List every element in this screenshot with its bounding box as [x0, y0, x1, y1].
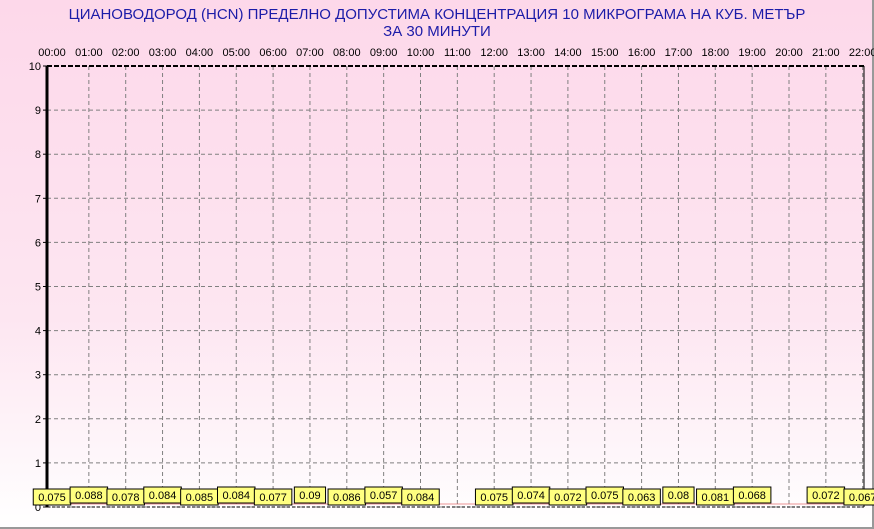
data-label-box — [843, 488, 874, 506]
x-tick-label: 02:00 — [112, 47, 140, 59]
x-tick-label: 08:00 — [333, 47, 361, 59]
y-tick-label: 8 — [35, 149, 41, 161]
data-label: 0.068 — [738, 490, 766, 502]
y-tick-label: 1 — [35, 458, 41, 470]
x-tick-label: 11:00 — [444, 47, 471, 59]
data-label: 0.09 — [299, 490, 320, 502]
y-tick-label: 6 — [35, 237, 41, 249]
x-tick-label: 16:00 — [628, 47, 656, 59]
data-label: 0.077 — [259, 492, 287, 504]
data-label-box — [662, 486, 695, 504]
data-label: 0.084 — [222, 490, 250, 502]
y-tick-label: 10 — [29, 61, 41, 73]
data-label: 0.057 — [370, 490, 398, 502]
data-label: 0.063 — [628, 492, 656, 504]
data-label-box — [293, 486, 327, 504]
y-tick-label: 0 — [35, 502, 41, 514]
data-label: 0.08 — [668, 490, 689, 502]
y-tick-label: 7 — [35, 193, 41, 205]
data-label-box — [622, 488, 661, 506]
data-label: 0.067 — [849, 492, 874, 504]
x-tick-label: 21:00 — [812, 47, 840, 59]
chart-subtitle: ЗА 30 МИНУТИ — [383, 23, 491, 40]
data-label: 0.075 — [591, 490, 619, 502]
data-label: 0.088 — [75, 490, 103, 502]
x-tick-label: 06:00 — [259, 47, 287, 59]
data-label: 0.086 — [333, 492, 361, 504]
y-tick-label: 9 — [35, 105, 41, 117]
data-label: 0.075 — [38, 492, 66, 504]
chart-title: ЦИАНОВОДОРОД (HCN) ПРЕДЕЛНО ДОПУСТИМА КО… — [68, 6, 806, 23]
data-label: 0.074 — [517, 490, 545, 502]
data-label: 0.072 — [554, 492, 582, 504]
data-label-box — [732, 486, 772, 504]
data-label: 0.085 — [186, 492, 214, 504]
x-tick-label: 09:00 — [370, 47, 398, 59]
x-tick-label: 17:00 — [665, 47, 693, 59]
x-tick-label: 22:00 — [849, 47, 874, 59]
x-tick-label: 18:00 — [702, 47, 730, 59]
y-tick-label: 4 — [35, 326, 41, 338]
x-tick-label: 03:00 — [149, 47, 177, 59]
data-label-box — [253, 488, 293, 506]
x-tick-label: 00:00 — [38, 47, 66, 59]
data-label: 0.078 — [112, 492, 140, 504]
data-label-box — [401, 488, 440, 506]
x-tick-label: 14:00 — [554, 47, 582, 59]
x-tick-label: 04:00 — [186, 47, 214, 59]
data-label: 0.075 — [480, 492, 508, 504]
x-tick-label: 20:00 — [775, 47, 803, 59]
data-label: 0.084 — [407, 492, 435, 504]
x-tick-label: 10:00 — [407, 47, 435, 59]
data-label: 0.081 — [702, 492, 730, 504]
x-tick-label: 05:00 — [222, 47, 250, 59]
x-tick-label: 12:00 — [480, 47, 508, 59]
x-tick-label: 13:00 — [517, 47, 545, 59]
x-tick-label: 07:00 — [296, 47, 324, 59]
y-tick-label: 2 — [35, 414, 41, 426]
y-tick-label: 5 — [35, 282, 41, 294]
data-label: 0.072 — [812, 490, 840, 502]
y-tick-label: 3 — [35, 370, 41, 382]
x-tick-label: 19:00 — [738, 47, 766, 59]
x-tick-label: 01:00 — [75, 47, 103, 59]
x-tick-label: 15:00 — [591, 47, 619, 59]
data-label: 0.084 — [149, 490, 177, 502]
